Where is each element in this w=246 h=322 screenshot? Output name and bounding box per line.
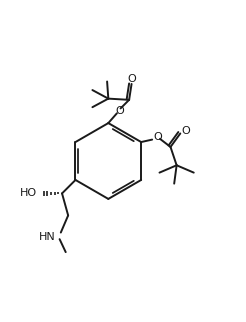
Text: O: O [128,73,137,84]
Text: HO: HO [20,188,37,198]
Text: HN: HN [39,232,56,242]
Text: O: O [153,132,162,142]
Text: O: O [115,106,124,116]
Text: O: O [181,126,190,136]
